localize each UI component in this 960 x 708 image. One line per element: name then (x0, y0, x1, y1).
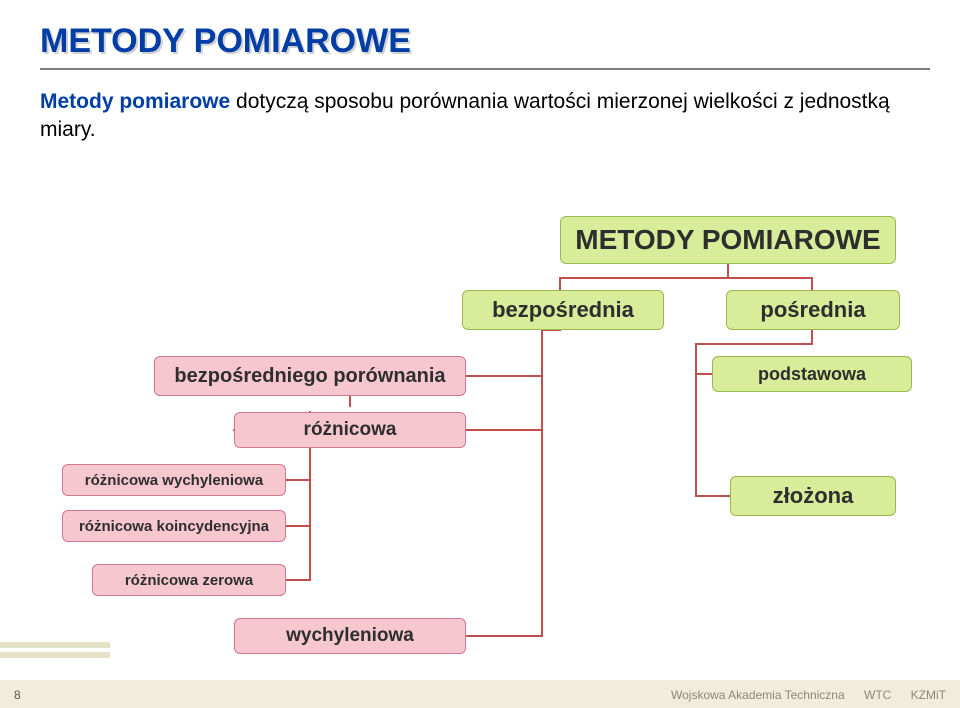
node-rz: różnicowa zerowa (92, 564, 286, 596)
node-bezp_porownania: bezpośredniego porównania (154, 356, 466, 396)
node-roznicowa: różnicowa (234, 412, 466, 448)
node-rk: różnicowa koincydencyjna (62, 510, 286, 542)
accent-bar-1 (0, 642, 110, 648)
node-zlozona: złożona (730, 476, 896, 516)
node-root: METODY POMIAROWE (560, 216, 896, 264)
footer-tag-1: WTC (864, 688, 891, 702)
node-wychyleniowa: wychyleniowa (234, 618, 466, 654)
node-podstawowa: podstawowa (712, 356, 912, 392)
page-number: 8 (14, 688, 21, 702)
node-bezposrednia: bezpośrednia (462, 290, 664, 330)
footer-bar: 8 Wojskowa Akademia Techniczna WTC KZMiT (0, 680, 960, 708)
diagram-connectors (0, 0, 960, 708)
accent-bar-2 (0, 652, 110, 658)
node-posrednia: pośrednia (726, 290, 900, 330)
footer-tag-2: KZMiT (911, 688, 946, 702)
diagram-area: METODY POMIAROWE bezpośrednia pośrednia bez… (0, 0, 960, 708)
node-rw: różnicowa wychyleniowa (62, 464, 286, 496)
footer-right: Wojskowa Akademia Techniczna WTC KZMiT (655, 688, 946, 702)
footer-center-text: Wojskowa Akademia Techniczna (671, 688, 845, 702)
slide: METODY POMIAROWE Metody pomiarowe dotycz… (0, 0, 960, 708)
